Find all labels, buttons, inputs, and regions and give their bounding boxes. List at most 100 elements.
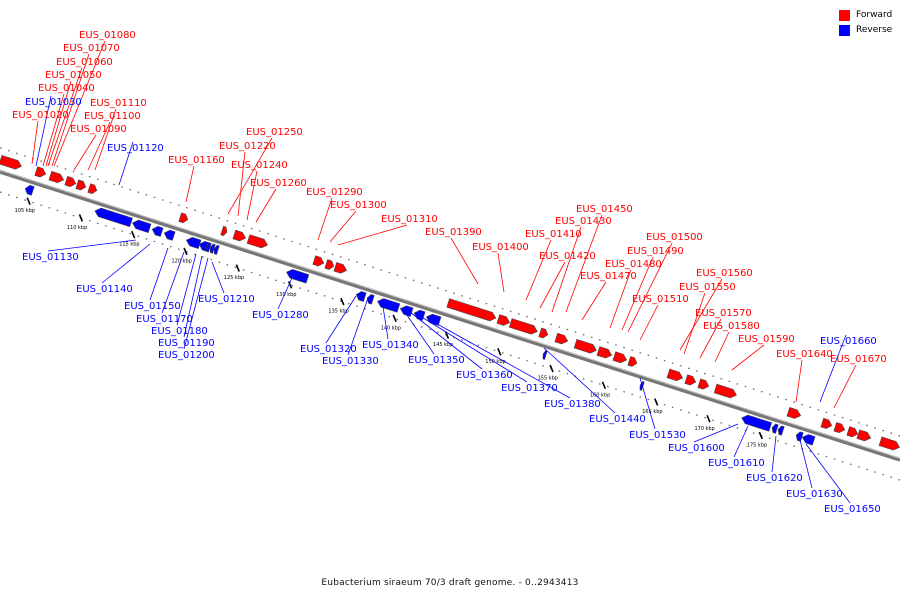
axis-tick — [78, 214, 84, 222]
reverse-gene — [163, 229, 176, 241]
gene-label: EUS_01200 — [158, 350, 215, 361]
forward-gene — [627, 356, 638, 367]
reverse-gene-arrow — [366, 294, 375, 305]
gene-label: EUS_01280 — [252, 310, 309, 321]
reverse-gene-arrow — [286, 269, 310, 284]
label-leader-line — [639, 377, 656, 430]
reverse-gene-arrow — [205, 242, 212, 253]
forward-gene-arrow — [496, 314, 511, 326]
forward-gene — [232, 229, 247, 242]
reverse-gene — [94, 207, 133, 228]
gene-label: EUS_01190 — [158, 338, 215, 349]
label-leader-line — [94, 108, 117, 171]
legend-swatch-forward — [839, 10, 850, 21]
gene-label: EUS_01360 — [456, 370, 513, 381]
forward-gene-arrow — [312, 255, 325, 267]
label-leader-line — [833, 364, 857, 409]
label-leader-line — [183, 255, 203, 338]
label-leader-line — [211, 261, 225, 294]
forward-gene — [846, 426, 859, 438]
gene-label: EUS_01420 — [539, 251, 596, 262]
gene-label: EUS_01080 — [79, 30, 136, 41]
legend-item-reverse: Reverse — [839, 23, 892, 38]
label-leader-line — [539, 261, 566, 309]
forward-gene — [312, 255, 325, 267]
gene-label: EUS_01100 — [84, 111, 141, 122]
label-leader-line — [118, 141, 134, 186]
gene-label: EUS_01430 — [555, 216, 612, 227]
forward-gene-arrow — [573, 339, 597, 354]
tick-label: 150 kbp — [485, 359, 505, 365]
label-leader-line — [551, 226, 582, 313]
forward-gene-arrow — [713, 383, 737, 399]
reverse-gene — [24, 185, 35, 196]
reverse-gene-arrow — [209, 243, 216, 254]
gene-label: EUS_01660 — [820, 336, 877, 347]
forward-gene — [538, 327, 549, 339]
label-leader-line — [277, 277, 293, 310]
forward-gene-arrow — [0, 155, 22, 170]
forward-gene — [612, 351, 628, 364]
forward-gene — [697, 378, 710, 390]
forward-gene — [0, 155, 22, 170]
gene-label: EUS_01240 — [231, 160, 288, 171]
reverse-gene — [132, 219, 152, 234]
axis-tick — [758, 431, 763, 440]
label-leader-line — [639, 304, 659, 341]
label-leader-line — [176, 253, 197, 326]
reverse-gene-arrow — [741, 414, 773, 432]
reverse-gene-arrow — [399, 305, 414, 317]
label-leader-line — [237, 151, 246, 217]
forward-gene-arrow — [554, 332, 569, 345]
label-leader-line — [161, 251, 185, 314]
gene-label: EUS_01300 — [330, 200, 387, 211]
label-leader-line — [409, 311, 483, 370]
tick-label: 140 kbp — [381, 325, 401, 331]
gene-label: EUS_01610 — [708, 458, 765, 469]
gene-labels: EUS_01080 EUS_01070 EUS_01060 EUS_01050 EUS_… — [12, 30, 887, 515]
label-leader-line — [733, 425, 749, 458]
forward-gene-arrow — [684, 374, 697, 386]
gene-label: EUS_01470 — [580, 271, 637, 282]
forward-gene-arrow — [833, 422, 846, 434]
label-leader-line — [42, 93, 65, 167]
forward-gene — [573, 339, 597, 354]
gene-label: EUS_01260 — [250, 178, 307, 189]
forward-gene — [324, 259, 335, 270]
reverse-gene-arrow — [777, 425, 785, 436]
forward-gene-arrow — [87, 183, 98, 194]
forward-gene — [87, 183, 98, 194]
reverse-gene — [151, 225, 164, 237]
forward-gene-arrow — [333, 262, 348, 274]
label-leader-line — [497, 252, 505, 293]
tick-label: 105 kbp — [15, 208, 35, 214]
gene-label: EUS_01040 — [38, 83, 95, 94]
forward-gene — [333, 262, 348, 274]
forward-gene-arrow — [324, 259, 335, 270]
label-leader-line — [805, 443, 851, 504]
reverse-gene — [777, 425, 785, 436]
gene-label: EUS_01530 — [629, 430, 686, 441]
forward-gene — [34, 166, 47, 178]
forward-gene-arrow — [820, 417, 833, 429]
label-leader-line — [347, 297, 369, 356]
label-leader-line — [45, 80, 72, 167]
gene-label: EUS_01250 — [246, 127, 303, 138]
label-leader-line — [525, 239, 552, 301]
forward-gene — [64, 176, 77, 187]
forward-gene-arrow — [64, 176, 77, 187]
gene-label: EUS_01130 — [22, 252, 79, 263]
label-leader-line — [795, 359, 803, 403]
reverse-gene — [209, 243, 216, 254]
forward-gene — [596, 346, 613, 359]
reverse-gene-arrow — [795, 431, 804, 442]
label-leader-line — [183, 257, 209, 350]
reverse-gene — [771, 423, 779, 434]
gene-label: EUS_01390 — [425, 227, 482, 238]
genome-axis-shadow — [0, 170, 900, 462]
figure-caption: Eubacterium siraeum 70/3 draft genome. -… — [321, 578, 579, 588]
label-leader-line — [693, 423, 739, 443]
label-leader-line — [731, 344, 765, 371]
forward-gene — [878, 436, 900, 451]
